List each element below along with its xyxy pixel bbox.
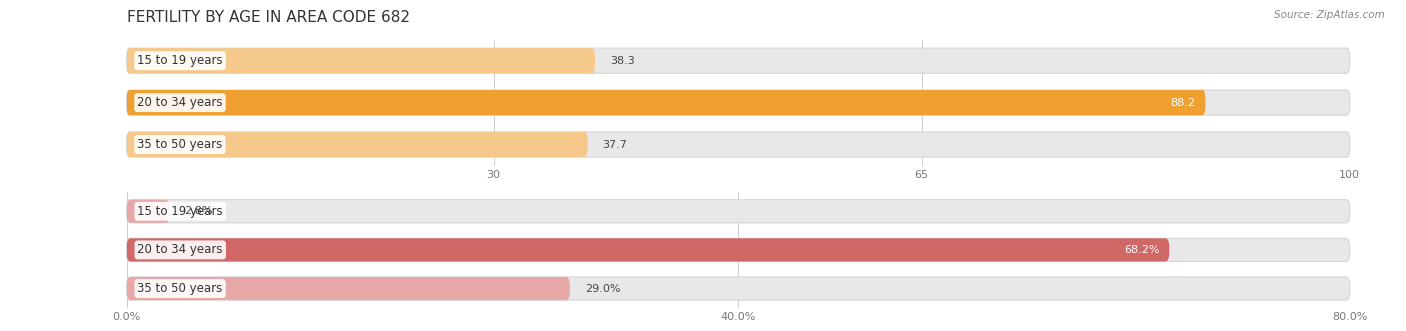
FancyBboxPatch shape bbox=[127, 277, 1350, 300]
Text: 68.2%: 68.2% bbox=[1123, 245, 1160, 255]
FancyBboxPatch shape bbox=[127, 200, 1350, 223]
FancyBboxPatch shape bbox=[127, 238, 1170, 261]
FancyBboxPatch shape bbox=[127, 90, 1350, 115]
Text: 20 to 34 years: 20 to 34 years bbox=[138, 96, 222, 109]
FancyBboxPatch shape bbox=[127, 90, 1205, 115]
Text: 20 to 34 years: 20 to 34 years bbox=[138, 243, 224, 257]
Text: 2.8%: 2.8% bbox=[184, 206, 212, 216]
Text: 15 to 19 years: 15 to 19 years bbox=[138, 205, 224, 218]
Text: 37.7: 37.7 bbox=[602, 140, 627, 150]
FancyBboxPatch shape bbox=[127, 48, 595, 73]
Text: 35 to 50 years: 35 to 50 years bbox=[138, 138, 222, 151]
FancyBboxPatch shape bbox=[127, 132, 1350, 157]
Text: 88.2: 88.2 bbox=[1171, 98, 1195, 108]
Text: 38.3: 38.3 bbox=[610, 56, 634, 66]
Text: FERTILITY BY AGE IN AREA CODE 682: FERTILITY BY AGE IN AREA CODE 682 bbox=[127, 10, 409, 25]
FancyBboxPatch shape bbox=[127, 48, 1350, 73]
FancyBboxPatch shape bbox=[127, 132, 588, 157]
FancyBboxPatch shape bbox=[127, 238, 1350, 261]
Text: 35 to 50 years: 35 to 50 years bbox=[138, 282, 222, 295]
Text: Source: ZipAtlas.com: Source: ZipAtlas.com bbox=[1274, 10, 1385, 20]
FancyBboxPatch shape bbox=[127, 277, 569, 300]
Text: 29.0%: 29.0% bbox=[585, 284, 620, 294]
FancyBboxPatch shape bbox=[127, 200, 169, 223]
Text: 15 to 19 years: 15 to 19 years bbox=[138, 54, 224, 67]
